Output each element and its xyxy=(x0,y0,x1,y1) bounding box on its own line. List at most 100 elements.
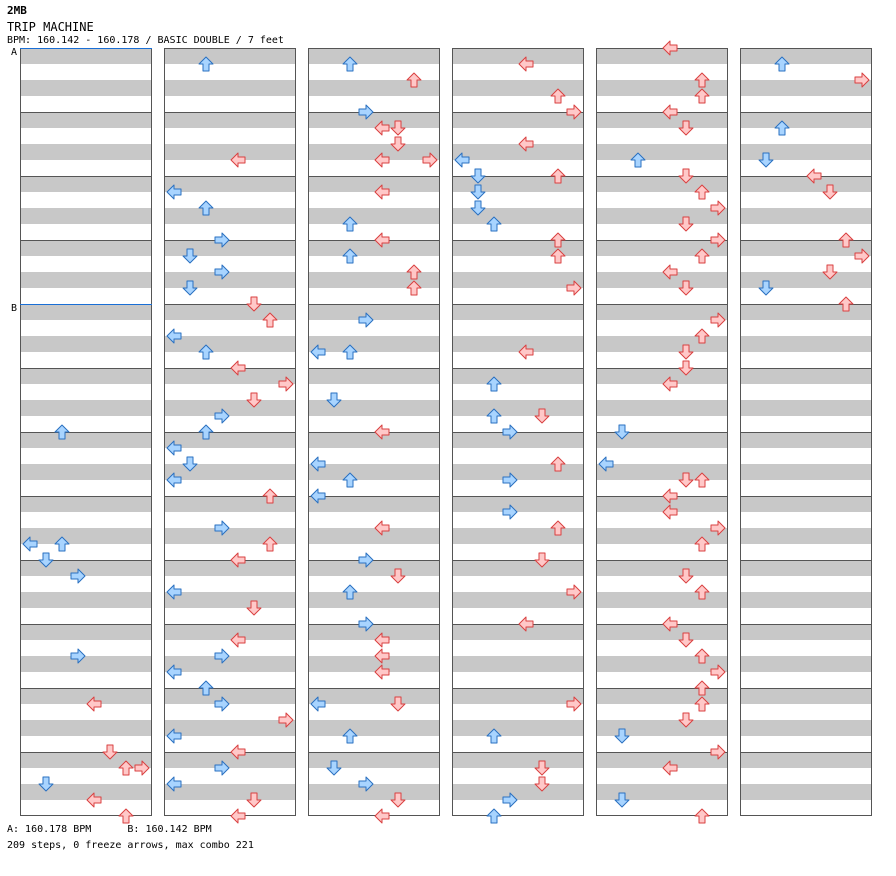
arrow-left-red xyxy=(806,168,822,184)
arrow-left-red xyxy=(662,504,678,520)
beat-row xyxy=(20,128,152,144)
arrow-right-blue xyxy=(502,504,518,520)
beat-row xyxy=(20,752,152,768)
beat-row xyxy=(452,112,584,128)
beat-row xyxy=(740,400,872,416)
arrow-right-red xyxy=(854,248,870,264)
chart-block-1 xyxy=(20,48,152,816)
song-title: TRIP MACHINE xyxy=(7,20,94,34)
arrow-down-red xyxy=(534,408,550,424)
beat-row xyxy=(452,176,584,192)
arrow-left-red xyxy=(374,232,390,248)
beat-row xyxy=(452,256,584,272)
arrow-right-blue xyxy=(214,408,230,424)
beat-row xyxy=(164,240,296,256)
arrow-left-blue xyxy=(166,664,182,680)
beat-row xyxy=(308,464,440,480)
beat-row xyxy=(740,656,872,672)
beat-row xyxy=(740,608,872,624)
beat-row xyxy=(20,656,152,672)
beat-row xyxy=(740,688,872,704)
beat-row xyxy=(740,736,872,752)
arrow-up-red xyxy=(550,520,566,536)
beat-row xyxy=(20,800,152,816)
beat-row xyxy=(596,64,728,80)
arrow-down-red xyxy=(246,392,262,408)
beat-row xyxy=(740,784,872,800)
arrow-down-red xyxy=(678,632,694,648)
step-stats: 209 steps, 0 freeze arrows, max combo 22… xyxy=(7,840,254,851)
beat-row xyxy=(452,496,584,512)
beat-row xyxy=(164,96,296,112)
arrow-left-blue xyxy=(166,440,182,456)
beat-row xyxy=(20,544,152,560)
beat-row xyxy=(20,320,152,336)
arrow-right-red xyxy=(566,696,582,712)
beat-row xyxy=(596,800,728,816)
arrow-left-blue xyxy=(166,776,182,792)
arrow-down-red xyxy=(678,712,694,728)
beat-row xyxy=(20,560,152,576)
beat-row xyxy=(740,704,872,720)
beat-row xyxy=(452,240,584,256)
beat-row xyxy=(308,592,440,608)
beat-row xyxy=(164,256,296,272)
beat-row xyxy=(452,624,584,640)
beat-row xyxy=(596,528,728,544)
beat-row xyxy=(164,480,296,496)
beat-row xyxy=(164,576,296,592)
beat-row xyxy=(20,704,152,720)
arrow-down-red xyxy=(390,792,406,808)
beat-row xyxy=(20,336,152,352)
arrow-up-red xyxy=(262,488,278,504)
beat-row xyxy=(596,160,728,176)
arrow-up-blue xyxy=(486,408,502,424)
beat-row xyxy=(164,384,296,400)
arrow-down-red xyxy=(390,120,406,136)
beat-row xyxy=(452,336,584,352)
beat-row xyxy=(596,256,728,272)
chart-block-3 xyxy=(308,48,440,816)
beat-row xyxy=(452,304,584,320)
arrow-down-red xyxy=(822,264,838,280)
beat-row xyxy=(308,192,440,208)
arrow-up-blue xyxy=(198,56,214,72)
block-border xyxy=(596,48,728,816)
beat-row xyxy=(308,656,440,672)
beat-row xyxy=(452,144,584,160)
beat-row xyxy=(20,272,152,288)
beat-row xyxy=(596,624,728,640)
beat-row xyxy=(308,256,440,272)
arrow-down-blue xyxy=(182,248,198,264)
arrow-right-blue xyxy=(214,648,230,664)
beat-row xyxy=(452,64,584,80)
beat-row xyxy=(308,560,440,576)
beat-row xyxy=(308,64,440,80)
beat-row xyxy=(164,272,296,288)
beat-row xyxy=(164,672,296,688)
beat-row xyxy=(164,160,296,176)
beat-row xyxy=(20,608,152,624)
arrow-down-blue xyxy=(614,792,630,808)
beat-row xyxy=(452,96,584,112)
arrow-left-red xyxy=(662,616,678,632)
beat-row xyxy=(20,384,152,400)
beat-row xyxy=(596,208,728,224)
beat-row xyxy=(164,656,296,672)
beat-row xyxy=(452,576,584,592)
beat-row xyxy=(452,208,584,224)
beat-row xyxy=(740,560,872,576)
beat-row xyxy=(452,320,584,336)
beat-row xyxy=(164,80,296,96)
arrow-right-blue xyxy=(214,264,230,280)
arrow-left-blue xyxy=(310,488,326,504)
arrow-down-blue xyxy=(614,424,630,440)
beat-row xyxy=(164,400,296,416)
arrow-up-blue xyxy=(774,56,790,72)
beat-row xyxy=(740,336,872,352)
beat-row xyxy=(740,240,872,256)
arrow-down-red xyxy=(390,696,406,712)
arrow-up-blue xyxy=(342,728,358,744)
arrow-right-blue xyxy=(214,232,230,248)
beat-row xyxy=(308,784,440,800)
